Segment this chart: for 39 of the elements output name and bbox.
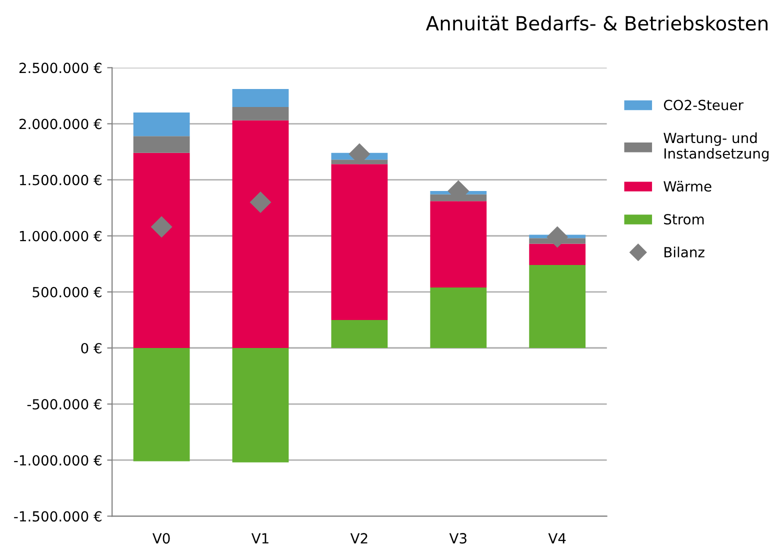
legend-label: Bilanz [664,246,704,258]
bar [133,112,190,136]
y-tick-label: 2.000.000 € [19,118,102,130]
bar [529,265,586,348]
x-tick-label: V2 [350,533,368,544]
y-tick-label: -500.000 € [27,399,102,410]
bar [529,244,586,266]
point [546,226,568,248]
chart-title: Annuität Bedarfs- & Betriebskosten [426,16,768,31]
bar [133,136,190,153]
point [250,191,272,213]
y-tick-label: 1.500.000 € [20,174,102,186]
point [448,180,470,202]
x-tick-label: V4 [548,533,566,544]
bar [232,120,289,348]
bar [430,287,487,348]
legend-label: Strom [664,214,704,225]
y-tick-label: 0 € [81,342,102,354]
bar [331,320,388,348]
y-tick-label: -1.500.000 € [14,511,102,522]
x-tick-label: V1 [251,533,268,544]
bar [430,201,487,288]
bar [232,348,289,462]
bar [232,89,289,107]
point [150,216,172,238]
legend-label: CO2-Steuer [664,100,744,110]
y-tick-label: 1.000.000 € [20,230,102,242]
y-tick-label: 500.000 € [32,286,102,298]
x-tick-label: V3 [449,533,466,544]
bar [133,348,190,462]
x-tick-label: V0 [152,533,170,544]
bar [232,106,289,120]
bar [133,152,190,348]
legend-label: Wartung- und Instandsetzung [664,132,769,162]
y-tick-label: 2.500.000 € [19,62,102,74]
legend-label: Wärme [664,180,712,192]
bar [331,164,388,320]
y-tick-label: -1.000.000 € [14,455,102,466]
point [348,143,370,165]
